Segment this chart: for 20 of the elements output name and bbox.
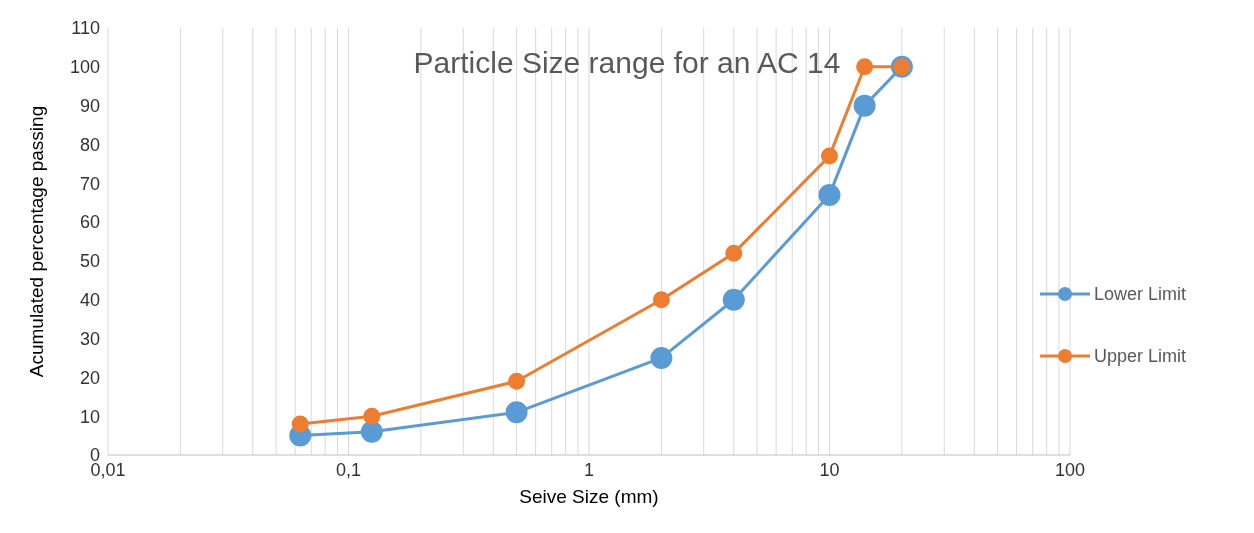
y-tick-label: 60	[79, 212, 100, 233]
x-tick-label: 1	[583, 459, 594, 480]
y-tick-label: 80	[79, 134, 100, 155]
y-tick-label: 10	[79, 406, 100, 427]
y-tick-label: 110	[71, 18, 100, 39]
y-tick-label: 90	[79, 96, 100, 117]
y-tick-label: 40	[79, 290, 100, 311]
x-tick-label: 10	[819, 459, 840, 480]
y-tick-label: 70	[79, 173, 100, 194]
legend-label: Upper Limit	[1093, 345, 1186, 368]
y-tick-label: 30	[79, 328, 100, 349]
y-axis-title: Acumulated percentage passing	[25, 105, 47, 378]
y-tick-label: 50	[79, 251, 100, 272]
x-axis-title: Seive Size (mm)	[519, 486, 659, 507]
y-tick-label: 20	[79, 367, 100, 388]
text: Particle Size range for an AC 14	[413, 46, 841, 79]
x-tick-label: 0,1	[335, 459, 362, 480]
y-tick-label: 100	[69, 57, 100, 78]
legend-label: Lower Limit	[1093, 283, 1186, 306]
x-tick-label: 100	[1054, 459, 1085, 480]
